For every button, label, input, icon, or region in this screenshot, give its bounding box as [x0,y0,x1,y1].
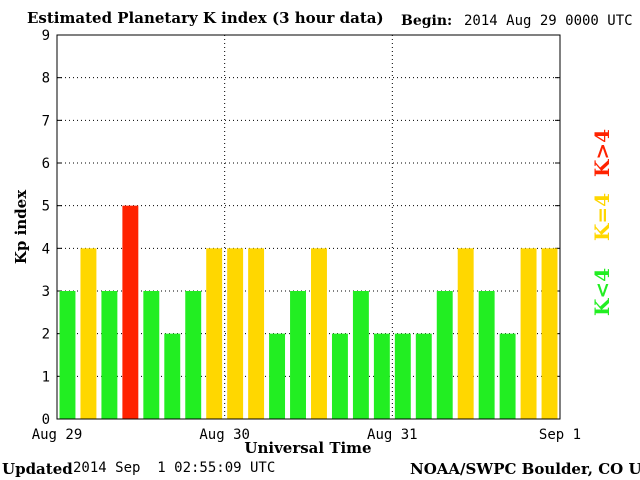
y-tick-label: 1 [42,369,50,385]
kp-bar [457,248,474,419]
kp-bar [478,291,495,419]
bars-layer [59,205,558,419]
legend-k-less-4: K<4 [590,268,614,316]
kp-bar [394,333,411,419]
kp-bar [164,333,181,419]
updated-value: 2014 Sep 1 02:55:09 UTC [73,460,276,476]
kp-bar [101,291,118,419]
kp-bar [499,333,516,419]
kp-bar [373,333,390,419]
source-credit: NOAA/SWPC Boulder, CO USA [410,460,640,478]
kp-bar [352,291,369,419]
y-axis-label: Kp index [12,189,30,264]
y-tick-label: 4 [42,241,50,257]
plot-frame [56,34,561,420]
y-tick-label: 3 [42,284,50,300]
x-axis-label: Universal Time [244,439,371,457]
y-tick-label: 9 [42,28,50,44]
kp-bar [415,333,432,419]
kp-bar [520,248,537,419]
x-tick-label: Aug 31 [367,427,418,443]
x-tick-label: Aug 30 [199,427,250,443]
kp-bar [436,291,453,419]
legend-k-greater-4: K>4 [590,129,614,177]
kp-bar [185,291,202,419]
kp-bar [290,291,306,419]
x-tick-label: Sep 1 [539,427,581,443]
kp-bar [143,291,160,419]
kp-bar [311,248,327,419]
legend-k-equal-4: K=4 [590,193,614,241]
y-tick-label: 6 [42,156,50,172]
kp-bar [248,248,265,419]
begin-label: Begin: [401,13,453,29]
y-tick-label: 7 [42,113,50,129]
y-tick-label: 5 [42,199,50,215]
kp-bar [59,291,76,419]
kp-bar [269,333,286,419]
kp-bar [541,248,558,419]
y-tick-label: 8 [42,71,50,87]
y-tick-label: 2 [42,327,50,343]
y-tick-labels: 0 1 2 3 4 5 6 7 8 9 [42,28,50,428]
kp-bar [122,205,139,419]
kp-bar [227,248,244,419]
x-tick-label: Aug 29 [32,427,83,443]
kp-bar [331,333,348,419]
kp-bar [206,248,223,419]
y-tick-label: 0 [42,412,50,428]
updated-label: Updated [2,460,73,478]
chart-title: Estimated Planetary K index (3 hour data… [27,9,384,27]
kp-bar [80,248,97,419]
begin-value: 2014 Aug 29 0000 UTC [464,13,633,29]
x-tick-labels: Aug 29 Aug 30 Aug 31 Sep 1 [32,427,581,443]
